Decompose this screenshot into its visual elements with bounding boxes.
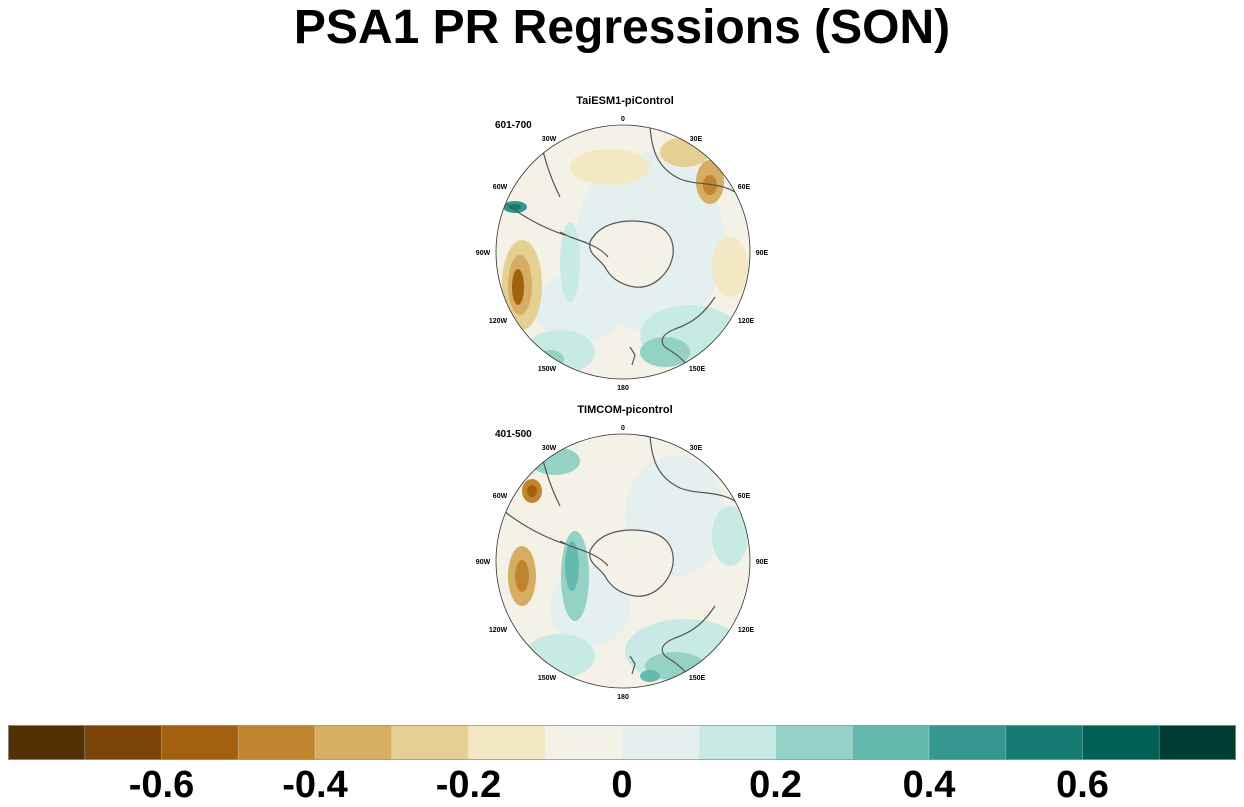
colorbar-swatch: [391, 725, 469, 760]
lon-label-30e: 30E: [690, 445, 703, 452]
page-title: PSA1 PR Regressions (SON): [293, 1, 951, 54]
colorbar-swatch: [852, 725, 930, 760]
lon-label-150e: 150E: [689, 366, 706, 373]
colorbar-tick-label: 0.2: [749, 764, 802, 806]
colorbar-tick-label: -0.6: [128, 764, 195, 806]
map-panel-taiesm1: TaiESM1-piControl 601-700: [460, 95, 790, 395]
colorbar-swatch: [1082, 725, 1160, 760]
colorbar-swatch: [238, 725, 316, 760]
panel-title: TaiESM1-piControl: [576, 95, 674, 107]
colorbar-swatch: [545, 725, 623, 760]
panel-title: TIMCOM-picontrol: [577, 404, 673, 416]
lon-label-0: 0: [621, 425, 625, 432]
lon-label-150w: 150W: [538, 366, 557, 373]
precip-anomaly-field: [497, 435, 748, 683]
colorbar-swatch: [161, 725, 239, 760]
lon-label-180: 180: [617, 385, 629, 392]
colorbar-swatch: [622, 725, 700, 760]
colorbar-tick-label: -0.4: [282, 764, 348, 806]
lon-label-120w: 120W: [489, 318, 508, 325]
polar-map: 0 30E 60E 90E 120E 150E 180 150W 120W 90…: [476, 116, 769, 392]
panel-period-label: 401-500: [495, 429, 532, 440]
lon-label-150e: 150E: [689, 675, 706, 682]
lon-label-60e: 60E: [738, 493, 751, 500]
lon-label-90e: 90E: [756, 250, 769, 257]
colorbar-swatch: [84, 725, 162, 760]
polar-map: 0 30E 60E 90E 120E 150E 180 150W 120W 90…: [476, 425, 769, 701]
colorbar-swatch: [929, 725, 1007, 760]
colorbar-border: [8, 725, 1236, 760]
lon-label-30e: 30E: [690, 136, 703, 143]
lon-label-90w: 90W: [476, 559, 491, 566]
colorbar-tick-label: 0: [611, 764, 633, 806]
colorbar: [8, 725, 1236, 760]
colorbar-tick-label: 0.4: [902, 764, 956, 806]
lon-label-120e: 120E: [738, 627, 755, 634]
lon-label-60w: 60W: [493, 184, 508, 191]
lon-label-0: 0: [621, 116, 625, 123]
map-panel-timcom: TIMCOM-picontrol 401-500: [460, 404, 790, 704]
lon-label-60e: 60E: [738, 184, 751, 191]
lon-label-120w: 120W: [489, 627, 508, 634]
colorbar-swatch: [315, 725, 393, 760]
lon-label-90e: 90E: [756, 559, 769, 566]
lon-label-150w: 150W: [538, 675, 557, 682]
lon-label-180: 180: [617, 694, 629, 701]
lon-label-90w: 90W: [476, 250, 491, 257]
colorbar-tick-label: -0.2: [435, 764, 502, 806]
lon-label-120e: 120E: [738, 318, 755, 325]
colorbar-swatch: [8, 725, 86, 760]
colorbar-swatch: [1005, 725, 1083, 760]
panel-period-label: 601-700: [495, 120, 532, 131]
colorbar-swatch: [1159, 725, 1236, 760]
map-border: [495, 124, 751, 380]
map-border: [495, 433, 751, 689]
lon-label-30w: 30W: [542, 445, 557, 452]
lon-label-60w: 60W: [493, 493, 508, 500]
colorbar-swatch: [775, 725, 853, 760]
colorbar-tick-label: 0.6: [1056, 764, 1109, 806]
colorbar-swatch: [468, 725, 546, 760]
colorbar-swatch: [698, 725, 776, 760]
lon-label-30w: 30W: [542, 136, 557, 143]
